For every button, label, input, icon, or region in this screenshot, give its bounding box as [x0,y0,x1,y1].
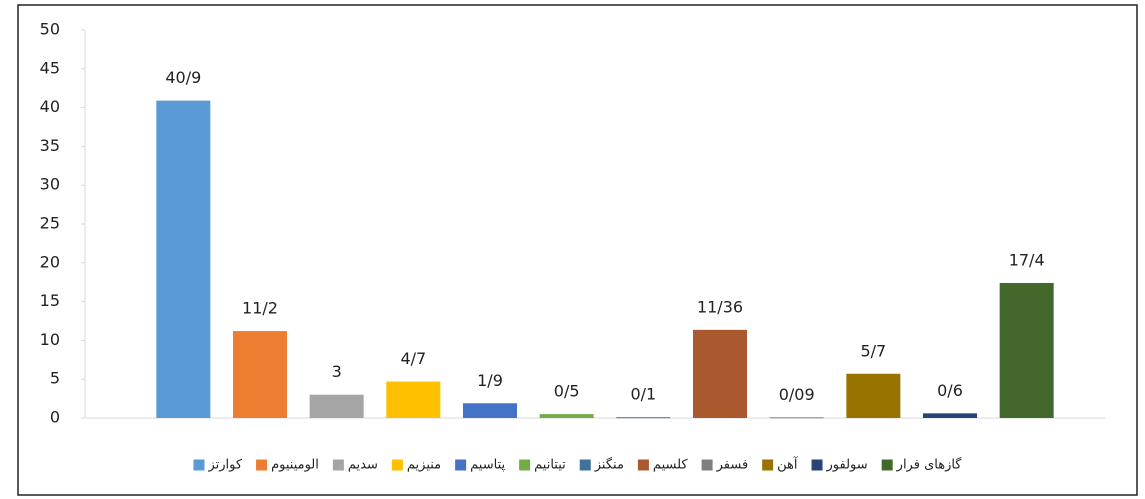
legend-label: آهن [777,456,799,473]
data-label: 0/1 [630,385,656,404]
data-label: 1/9 [477,371,503,390]
data-label: 0/6 [937,381,963,400]
y-tick-label: 10 [40,330,60,349]
data-label: 5/7 [860,341,886,360]
legend-label: سولفور [826,458,868,473]
data-label: 40/9 [165,68,201,87]
bar [233,331,287,418]
legend-swatch [881,459,893,471]
data-label: 3 [332,362,342,381]
bar [309,394,364,418]
legend-swatch [193,459,205,471]
y-tick-label: 45 [40,58,60,77]
bar [923,413,977,418]
legend-label: الومینیوم [271,458,319,473]
legend: کوارتز الومینیوم سدیم منیزیم پتاسیم تیتانیم من… [193,456,962,473]
legend-label: گازهای فرار [896,457,963,473]
bar [999,282,1054,418]
legend-swatch [391,459,403,471]
bar [616,417,671,419]
legend-swatch [701,459,713,471]
legend-swatch [256,459,268,471]
bar [156,100,211,418]
legend-label: فسفر [716,458,749,473]
bar [386,381,441,418]
legend-swatch [332,459,344,471]
data-label: 0/5 [554,382,580,401]
y-tick-label: 0 [50,408,60,427]
bar [463,403,517,418]
legend-label: پتاسیم [470,458,505,473]
y-tick-label: 40 [40,97,60,116]
legend-label: منیزیم [407,458,441,473]
data-label: 11/36 [697,297,743,316]
y-tick-label: 30 [40,175,60,194]
data-label: 0/09 [779,385,815,404]
y-tick-label: 25 [40,214,60,233]
y-tick-label: 5 [50,369,60,388]
legend-label: کوارتز [207,458,242,473]
legend-label: کلسیم [653,458,688,473]
y-tick-label: 50 [40,20,60,39]
bar [769,417,824,419]
legend-swatch [579,459,591,471]
bar [693,329,747,418]
bar [539,414,594,418]
legend-swatch [811,459,823,471]
data-label: 4/7 [400,349,426,368]
legend-label: تیتانیم [534,458,566,473]
data-label: 11/2 [242,299,278,318]
legend-label: منگنز [594,457,624,473]
legend-label: سدیم [348,458,378,473]
data-label: 17/4 [1009,250,1045,269]
y-tick-label: 15 [40,291,60,310]
legend-swatch [762,459,774,471]
legend-swatch [519,459,531,471]
y-tick-label: 20 [40,252,60,271]
y-tick-label: 35 [40,136,60,155]
legend-swatch [455,459,467,471]
bar [846,373,901,418]
legend-swatch [637,459,649,471]
